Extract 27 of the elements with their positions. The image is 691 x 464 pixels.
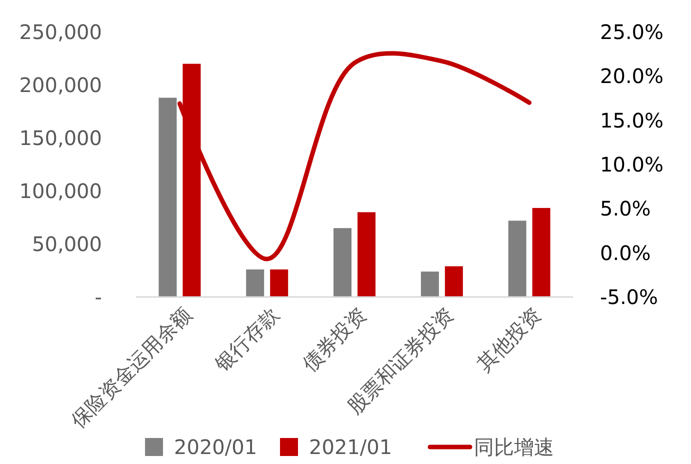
bar: [246, 269, 264, 297]
y2-tick-label: 5.0%: [600, 196, 651, 221]
y-tick-label: 50,000: [32, 232, 102, 256]
bar: [158, 98, 177, 297]
x-tick-label: 债券投资: [297, 302, 371, 376]
bar: [334, 228, 352, 297]
bar: [270, 269, 288, 297]
y-tick-label: 150,000: [19, 126, 102, 150]
y2-tick-label: 0.0%: [600, 240, 651, 265]
y2-tick-label: -5.0%: [600, 285, 658, 309]
y-tick-label: 200,000: [19, 73, 102, 97]
y-tick-label: 250,000: [19, 20, 102, 44]
bar: [444, 266, 463, 297]
bar: [420, 272, 439, 297]
x-tick-label: 其他投资: [472, 302, 546, 376]
bar: [358, 212, 376, 297]
legend-label: 2020/01: [174, 435, 258, 459]
y2-tick-label: 20.0%: [600, 64, 664, 88]
bar: [508, 220, 526, 297]
bar: [532, 208, 550, 297]
x-tick-label: 银行存款: [209, 302, 284, 377]
y-tick-label: 100,000: [19, 179, 102, 203]
y2-tick-label: 15.0%: [600, 108, 664, 132]
y2-tick-label: 10.0%: [600, 152, 664, 176]
legend-label: 2021/01: [309, 435, 392, 459]
legend-label: 同比增速: [474, 435, 554, 459]
y2-tick-label: 25.0%: [600, 20, 664, 44]
